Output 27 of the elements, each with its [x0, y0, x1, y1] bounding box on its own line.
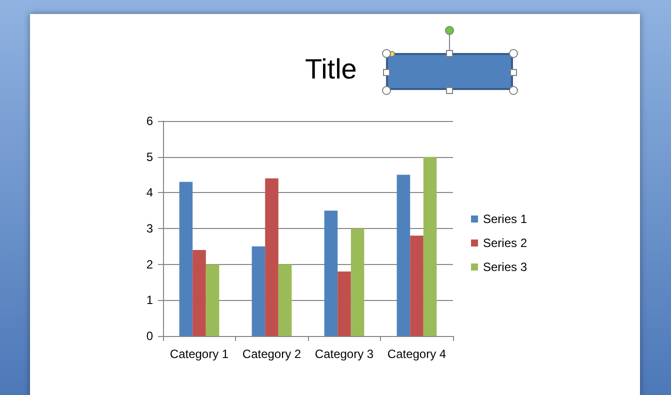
bar: [278, 264, 292, 336]
y-tick-label: 4: [146, 186, 154, 200]
legend-label: Series 2: [483, 236, 528, 250]
x-tick-label: Category 1: [170, 347, 229, 361]
bar: [179, 182, 193, 336]
bar: [338, 272, 351, 336]
chart-title: Title: [305, 54, 357, 84]
bar: [410, 236, 424, 336]
y-tick-label: 6: [146, 114, 154, 128]
bar: [423, 156, 437, 336]
y-tick-label: 2: [146, 257, 154, 272]
y-tick-label: 0: [146, 329, 154, 343]
bar: [206, 264, 220, 336]
x-tick-label: Category 3: [314, 347, 374, 361]
bar: [324, 210, 338, 336]
legend-label: Series 1: [483, 212, 528, 226]
x-tick-label: Category 4: [387, 347, 446, 361]
legend-label: Series 3: [483, 260, 528, 274]
y-tick-label: 1: [146, 293, 154, 308]
y-tick-label: 5: [146, 150, 154, 164]
bar: [192, 250, 206, 336]
x-tick-label: Category 2: [242, 347, 302, 361]
bar: [396, 174, 410, 336]
bar: [252, 246, 266, 336]
bar: [350, 228, 364, 336]
bar: [265, 178, 278, 336]
y-tick-label: 3: [146, 222, 154, 236]
